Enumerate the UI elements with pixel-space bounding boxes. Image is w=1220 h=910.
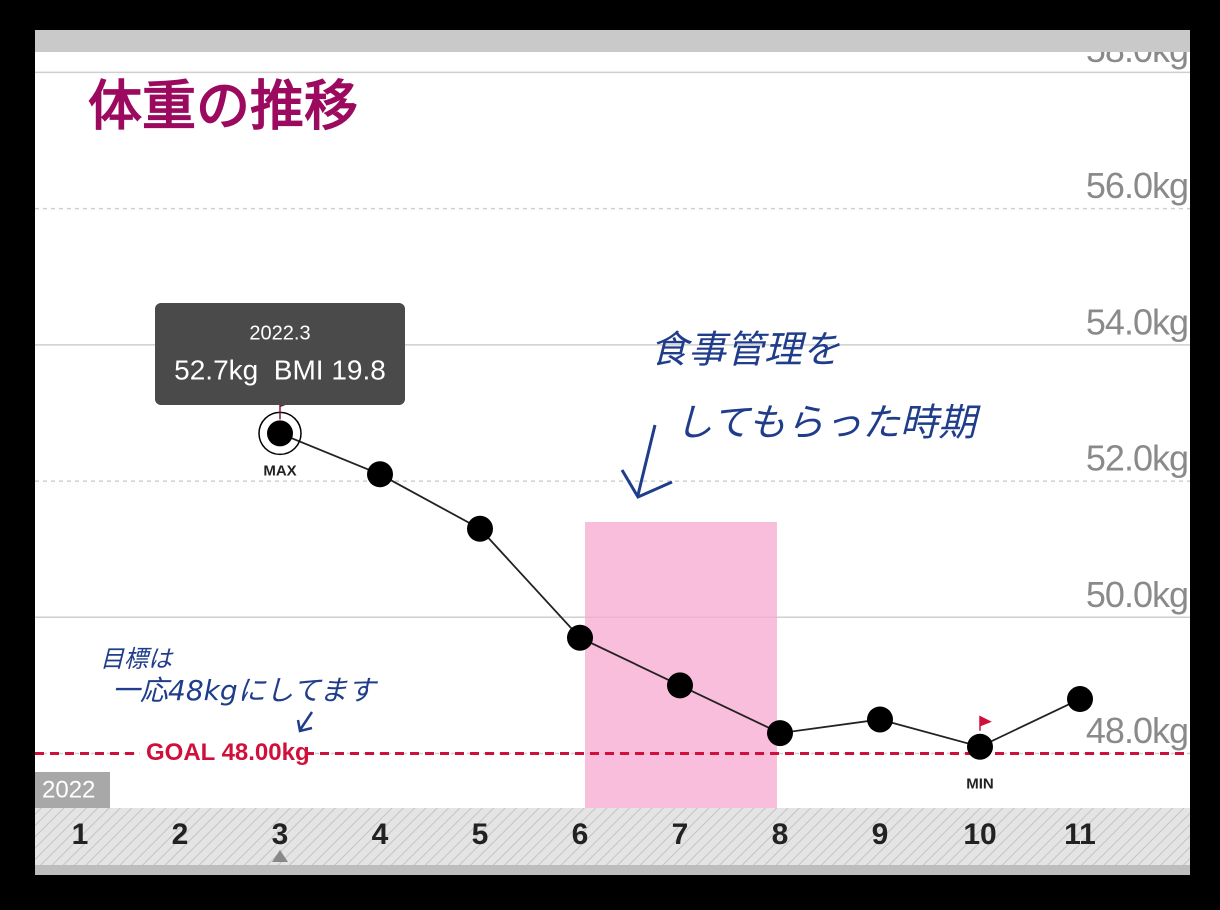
data-point [267, 420, 293, 447]
x-tick-label: 11 [1064, 818, 1096, 851]
data-point [367, 461, 393, 488]
y-tick-label: 52.0kg [1086, 438, 1188, 479]
x-tick-label: 6 [572, 818, 589, 851]
data-point [967, 733, 993, 760]
x-tick-label: 1 [72, 818, 89, 851]
goal-note: 目標は [100, 645, 174, 673]
data-point [467, 515, 493, 542]
x-tick-label: 10 [963, 818, 996, 851]
annotations: 食事管理を してもらった時期 目標は 一応48kgにしてます [100, 328, 981, 733]
goal-label: GOAL 48.00kg [146, 739, 310, 766]
y-tick-label: 56.0kg [1086, 165, 1188, 206]
arrow [620, 424, 673, 499]
min-flag [979, 715, 992, 731]
selected-caret [272, 850, 288, 862]
tooltip-date: 2022.3 [249, 322, 310, 344]
tooltip [155, 303, 405, 405]
tooltip-value: 52.7kg BMI 19.8 [174, 354, 386, 385]
chart-title: 体重の推移 [88, 76, 358, 136]
goal-label-bg [140, 737, 308, 768]
year-badge [35, 772, 110, 808]
x-tick-label: 3 [272, 818, 289, 851]
x-tick-label: 7 [672, 818, 689, 851]
goal-note: 一応48kgにしてます [112, 674, 378, 707]
y-tick-label: 50.0kg [1086, 574, 1188, 615]
x-tick-label: 9 [872, 818, 889, 851]
y-tick-label: 54.0kg [1086, 301, 1188, 342]
x-tick-label: 5 [472, 818, 489, 851]
top-bar [35, 30, 1190, 52]
arrow [296, 711, 314, 733]
x-axis-band [35, 808, 1190, 865]
data-point [867, 706, 893, 733]
bottom-bar [35, 865, 1190, 875]
max-label: MAX [263, 462, 296, 479]
data-point [767, 720, 793, 747]
x-tick-label: 2 [172, 818, 189, 851]
data-point [1067, 686, 1093, 713]
data-point [567, 624, 593, 651]
y-tick-label: 48.0kg [1086, 710, 1188, 751]
period-note: 食事管理を [650, 328, 840, 372]
year-label: 2022 [42, 776, 95, 803]
x-tick-label: 8 [772, 818, 789, 851]
period-note: してもらった時期 [675, 401, 981, 445]
data-point [667, 672, 693, 699]
min-label: MIN [966, 776, 994, 793]
x-tick-label: 4 [372, 818, 389, 851]
